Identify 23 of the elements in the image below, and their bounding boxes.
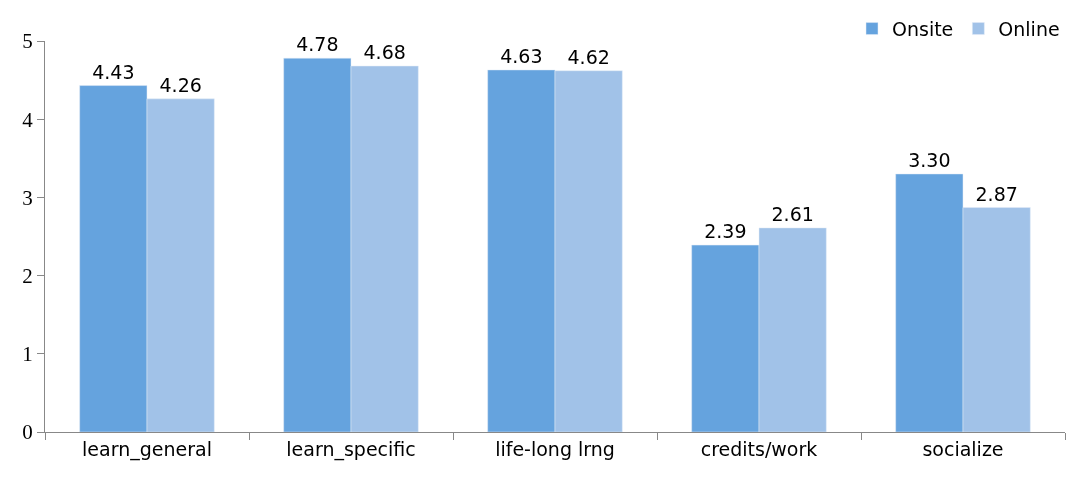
y-tick-label: 2 (22, 263, 33, 288)
y-tick-label: 4 (22, 107, 34, 132)
x-tick-label: socialize (922, 437, 1004, 460)
data-label: 4.62 (567, 45, 610, 68)
data-label: 2.61 (771, 202, 814, 225)
x-tick-label: credits/work (700, 437, 818, 460)
x-tick-label: learn_general (82, 437, 212, 461)
x-tick-label: life-long lrng (495, 437, 615, 460)
data-label: 4.43 (92, 60, 135, 83)
legend-label: Onsite (892, 17, 954, 40)
data-label: 3.30 (908, 148, 951, 171)
y-tick-label: 5 (22, 29, 33, 54)
y-tick-label: 1 (22, 342, 33, 367)
data-label: 2.87 (975, 182, 1018, 205)
data-label: 4.26 (159, 73, 202, 96)
y-tick-label: 0 (22, 420, 33, 445)
y-tick-label: 3 (22, 185, 33, 210)
data-label: 4.63 (500, 44, 543, 67)
data-label: 4.68 (363, 41, 406, 64)
data-label: 4.78 (296, 33, 339, 56)
data-label: 2.39 (704, 220, 747, 243)
legend-label: Online (998, 17, 1060, 40)
x-tick-label: learn_specific (286, 437, 416, 461)
